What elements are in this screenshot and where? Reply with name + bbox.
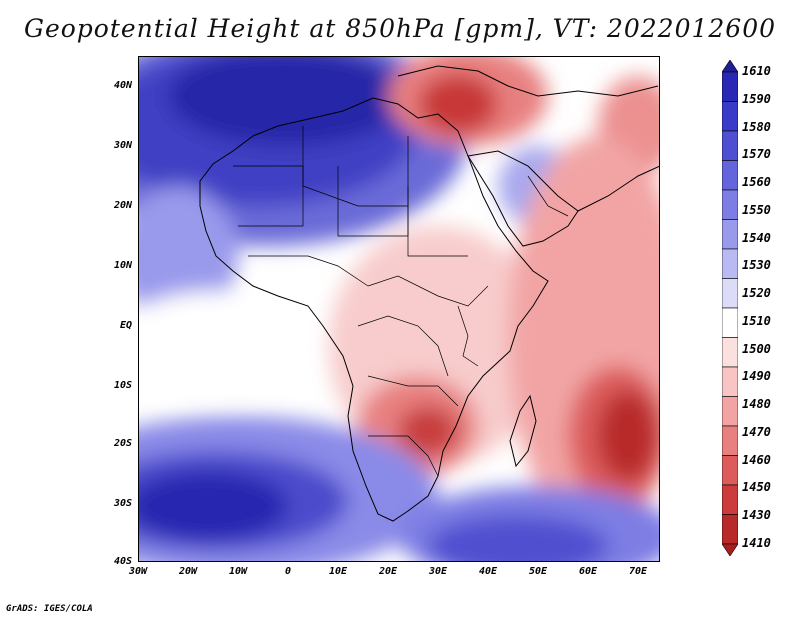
indian-ocean-low-core: [598, 391, 658, 481]
border-arabia: [527, 175, 569, 217]
colorbar-swatch: [722, 307, 738, 338]
y-tick-label: 10S: [113, 380, 132, 391]
border-west-africa: [248, 255, 369, 287]
colorbar-bottom-triangle: [722, 543, 738, 556]
x-tick-label: 30W: [128, 566, 148, 577]
x-tick-label: 0: [284, 566, 292, 577]
arabia-coastline: [467, 150, 579, 247]
turkey-low-core: [418, 74, 498, 134]
y-tick-label: 40N: [113, 80, 132, 91]
north-high-core: [168, 56, 408, 146]
colorbar-label: 1550: [742, 202, 771, 217]
border-central-north: [367, 275, 489, 307]
colorbar-label: 1560: [742, 175, 771, 190]
border-congo: [357, 315, 449, 377]
colorbar-swatch: [722, 425, 738, 456]
colorbar-label: 1570: [742, 147, 771, 162]
south-atlantic-high-core: [138, 471, 288, 541]
equatorial-atlantic-white: [138, 291, 328, 401]
x-tick-label: 10E: [328, 566, 348, 577]
colorbar-label: 1580: [742, 119, 771, 134]
colorbar-swatch: [722, 455, 738, 486]
colorbar-label: 1520: [742, 286, 771, 301]
coastlines: [199, 65, 660, 522]
y-tick-label: 40S: [113, 556, 132, 567]
colorbar-label: 1410: [742, 536, 771, 550]
x-tick-label: 20E: [378, 566, 398, 577]
footer-credit: GrADS: IGES/COLA: [6, 604, 93, 614]
colorbar-swatch: [722, 219, 738, 250]
y-tick-label: 20N: [113, 200, 132, 211]
colorbar-label: 1480: [742, 397, 771, 412]
colorbar-swatch: [722, 484, 738, 515]
colorbar-swatch: [722, 396, 738, 427]
colorbar-label: 1450: [742, 480, 771, 495]
colorbar-swatch: [722, 278, 738, 309]
colorbar: [722, 60, 738, 556]
x-tick-label: 40E: [478, 566, 498, 577]
madagascar-coastline: [509, 394, 537, 468]
colorbar-swatch: [722, 189, 738, 220]
x-tick-label: 10W: [228, 566, 248, 577]
border-chad-sudan: [407, 136, 468, 257]
y-tick-label: 30N: [113, 140, 132, 151]
colorbar-label: 1540: [742, 230, 771, 245]
y-tick-label: 30S: [113, 498, 132, 509]
colorbar-label: 1510: [742, 313, 771, 328]
colorbar-label: 1460: [742, 452, 771, 467]
colorbar-label: 1430: [742, 508, 771, 523]
y-tick-label: 10N: [113, 260, 132, 271]
colorbar-swatch: [722, 71, 738, 102]
border-southern-africa: [368, 435, 439, 477]
border-east-africa: [457, 305, 479, 367]
colorbar-swatch: [722, 101, 738, 132]
colorbar-swatch: [722, 514, 738, 545]
colorbar-swatch: [722, 160, 738, 191]
x-tick-label: 70E: [628, 566, 648, 577]
colorbar-swatch: [722, 248, 738, 279]
y-tick-label: 20S: [113, 438, 132, 449]
colorbar-top-triangle: [722, 60, 738, 73]
colorbar-label: 1470: [742, 424, 771, 439]
x-tick-label: 20W: [178, 566, 198, 577]
colorbar-swatch: [722, 130, 738, 161]
country-borders: [233, 126, 569, 477]
x-tick-label: 50E: [528, 566, 548, 577]
colorbar-label: 1490: [742, 369, 771, 384]
southern-africa-low-core: [398, 406, 458, 456]
colorbar-label: 1610: [742, 64, 771, 78]
west-atlantic-blue: [138, 186, 238, 326]
border-west-sahara: [233, 165, 304, 227]
colorbar-label: 1590: [742, 91, 771, 106]
colorbar-label: 1530: [742, 258, 771, 273]
south-indian-blue-core: [428, 516, 608, 562]
map-canvas[interactable]: [138, 56, 660, 562]
colorbar-label: 1500: [742, 341, 771, 356]
persia-coastline: [577, 165, 660, 212]
chart-title: Geopotential Height at 850hPa [gpm], VT:…: [23, 14, 777, 43]
colorbar-swatch: [722, 366, 738, 397]
x-tick-label: 30E: [428, 566, 448, 577]
map-svg: [138, 56, 660, 562]
x-tick-label: 60E: [578, 566, 598, 577]
border-angola-zambia: [367, 375, 459, 407]
border-algeria: [302, 126, 408, 207]
y-tick-label: EQ: [119, 320, 132, 331]
colorbar-swatch: [722, 337, 738, 368]
africa-coastline: [199, 97, 549, 522]
north-coastline: [397, 65, 659, 97]
